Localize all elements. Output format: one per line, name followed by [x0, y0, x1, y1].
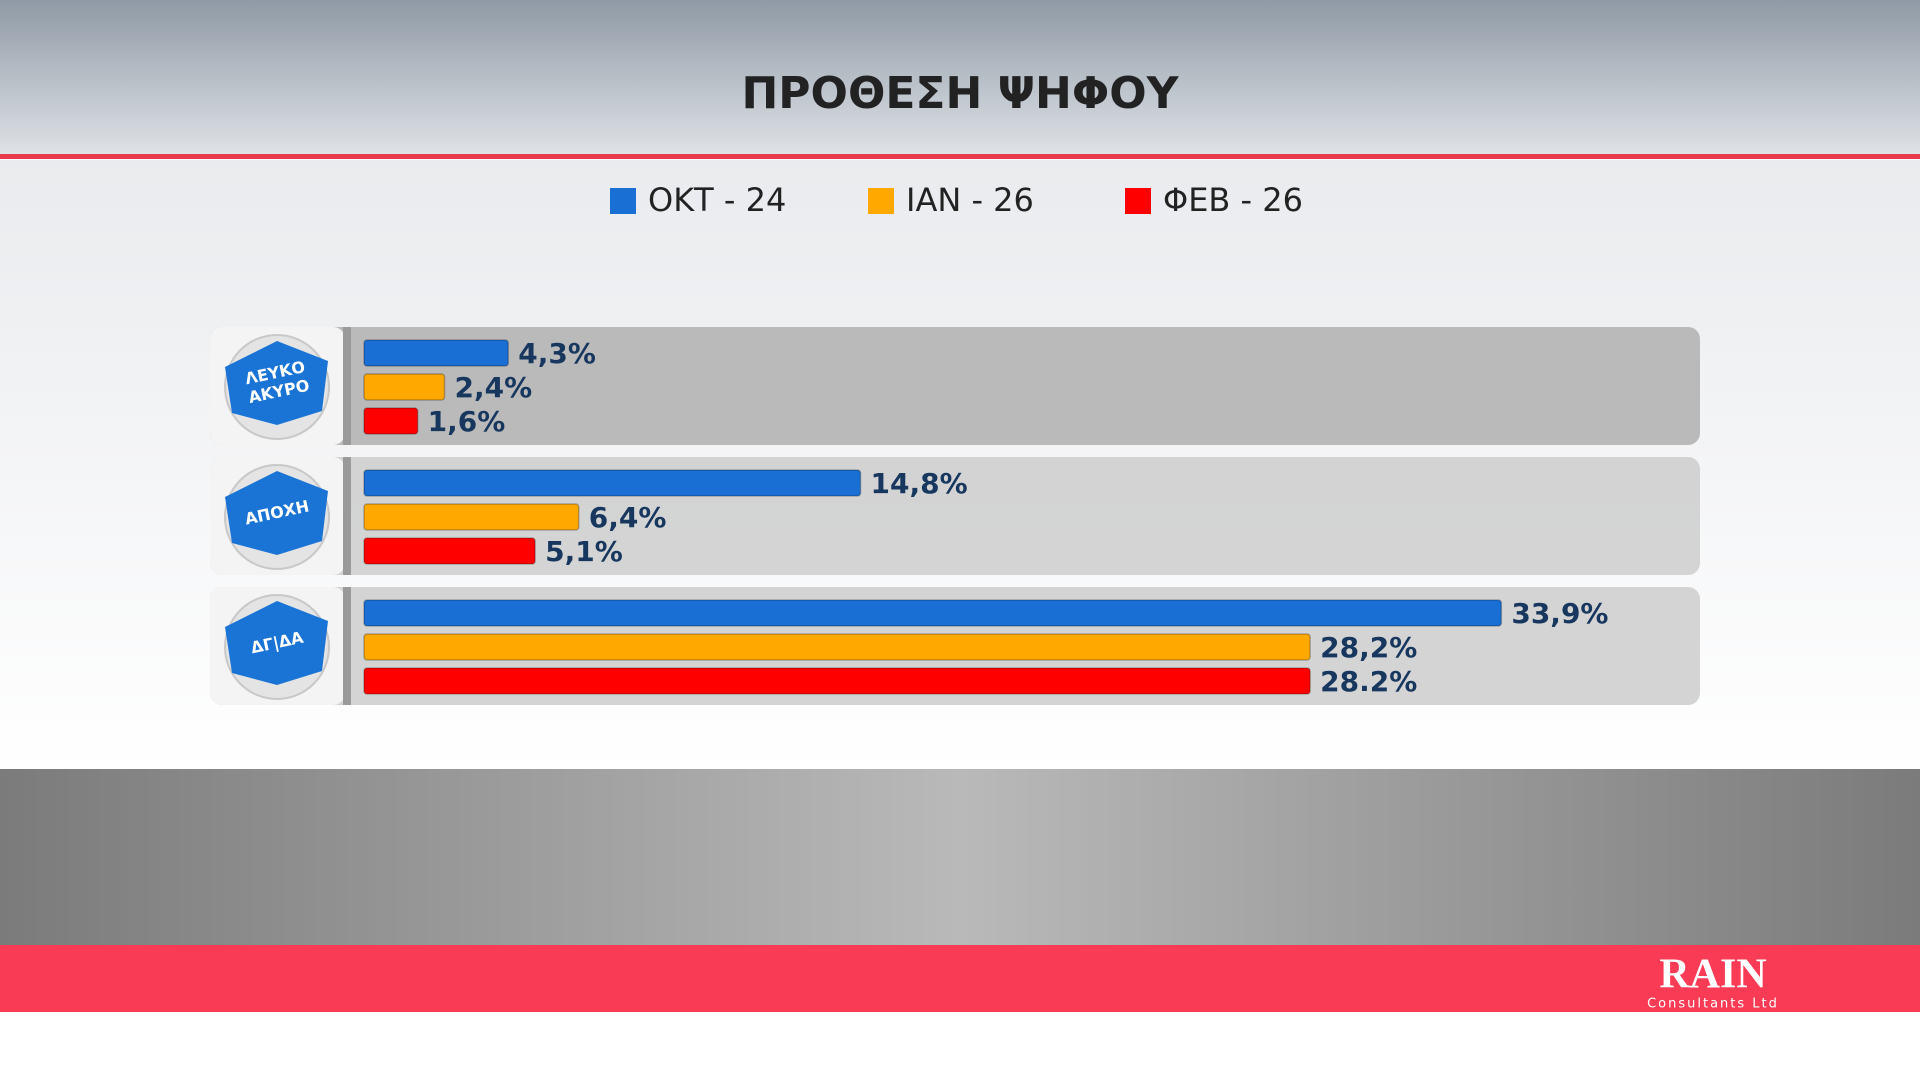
header-bg	[0, 0, 1920, 155]
row-divider	[343, 457, 351, 575]
logo-name: RAIN	[1659, 952, 1766, 998]
header-line	[0, 154, 1920, 159]
legend-swatch	[1125, 188, 1151, 214]
value-label: 28.2%	[1320, 665, 1417, 698]
bar	[363, 407, 419, 435]
row-divider	[343, 587, 351, 705]
value-label: 1,6%	[428, 405, 506, 438]
bar	[363, 339, 510, 367]
badge-envelope	[225, 601, 328, 685]
logo-subtitle: Consultants Ltd	[1647, 997, 1779, 1012]
badge-envelope	[225, 341, 328, 425]
footer-band	[0, 945, 1920, 1012]
value-label: 33,9%	[1511, 597, 1608, 630]
value-label: 14,8%	[871, 467, 968, 500]
row-panel	[210, 327, 1700, 445]
value-label: 5,1%	[545, 535, 623, 568]
legend-label: ΟΚΤ - 24	[648, 181, 786, 219]
bar	[363, 503, 580, 531]
legend-swatch	[868, 188, 894, 214]
lower-band	[0, 769, 1920, 946]
bar	[363, 667, 1311, 695]
badge-envelope	[225, 471, 328, 555]
legend-swatch	[610, 188, 636, 214]
value-label: 2,4%	[455, 371, 533, 404]
bar	[363, 537, 536, 565]
chart-title: ΠΡΟΘΕΣΗ ΨΗΦΟΥ	[741, 68, 1179, 119]
legend-label: ΦΕΒ - 26	[1163, 181, 1303, 219]
value-label: 4,3%	[518, 337, 596, 370]
bar	[363, 469, 862, 497]
legend-label: ΙΑΝ - 26	[906, 181, 1034, 219]
row-divider	[343, 327, 351, 445]
bar	[363, 599, 1503, 627]
bar	[363, 373, 446, 401]
value-label: 28,2%	[1320, 631, 1417, 664]
value-label: 6,4%	[589, 501, 667, 534]
bar	[363, 633, 1311, 661]
